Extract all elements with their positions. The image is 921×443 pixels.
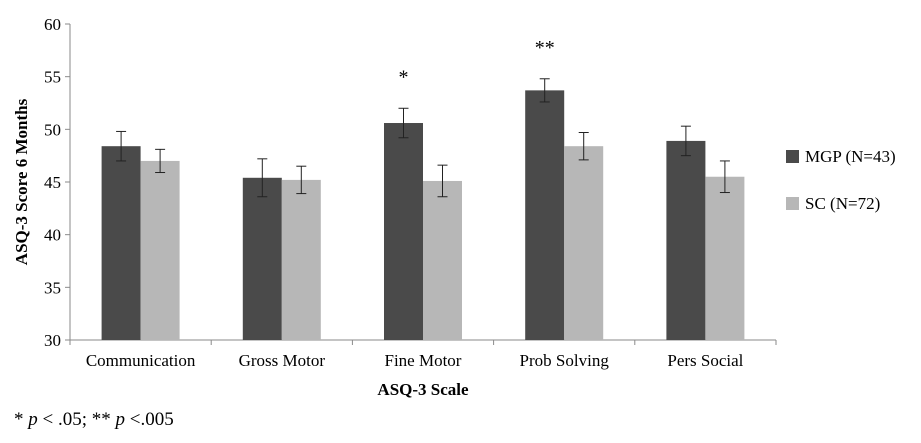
bar-s1-2 [423, 180, 462, 340]
bar-s1-0 [140, 160, 180, 340]
x-tick-label-3: Prob Solving [520, 351, 610, 370]
significance-footnote: * p < .05; ** p <.005 [14, 409, 174, 431]
y-tick-label-0: 30 [44, 331, 61, 350]
significance-marker-1: ** [535, 37, 555, 59]
y-tick-label-5: 55 [44, 68, 61, 87]
x-tick-label-2: Fine Motor [385, 351, 462, 370]
bar-s1-3 [564, 146, 604, 340]
footnote-text1: < .05; ** [37, 409, 116, 430]
footnote-text2: <.005 [125, 409, 174, 430]
legend-swatch-0 [786, 150, 799, 163]
bar-s0-0 [101, 146, 141, 340]
bar-chart: 30 35 40 45 50 55 60 Communication Gross Motor Fi… [12, 15, 896, 399]
x-tick-label-0: Communication [86, 351, 196, 370]
y-axis-title: ASQ-3 Score 6 Months [12, 98, 31, 265]
bar-s0-3 [525, 90, 565, 340]
y-tick-label-6: 60 [44, 15, 61, 34]
y-tick-label-2: 40 [44, 226, 61, 245]
legend-swatch-1 [786, 197, 799, 210]
footnote-p2: p [115, 409, 126, 430]
legend-label-0: MGP (N=43) [805, 147, 896, 166]
footnote-star1: * [14, 409, 29, 430]
footnote-p1: p [28, 409, 38, 430]
y-tick-label-3: 45 [44, 173, 61, 192]
x-tick-label-1: Gross Motor [239, 351, 326, 370]
y-tick-label-1: 35 [44, 278, 61, 297]
bar-s0-1 [242, 177, 282, 340]
x-tick-label-4: Pers Social [667, 351, 743, 370]
significance-marker-0: * [399, 66, 409, 88]
legend-label-1: SC (N=72) [805, 194, 880, 213]
x-axis-title: ASQ-3 Scale [377, 380, 469, 399]
bar-s1-4 [705, 176, 745, 340]
bar-s0-4 [666, 140, 706, 340]
y-tick-label-4: 50 [44, 120, 61, 139]
bar-s0-2 [384, 123, 423, 340]
bar-s1-1 [281, 179, 321, 340]
